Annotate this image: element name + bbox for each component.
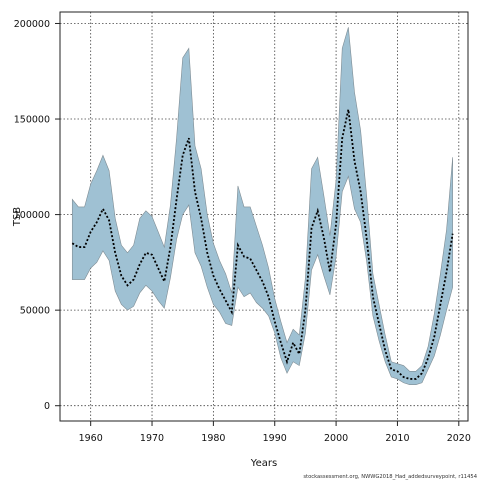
confidence-band-area	[71, 27, 453, 385]
plot-frame	[59, 11, 469, 422]
x-tick-label: 1990	[263, 433, 287, 444]
plot-border	[59, 11, 469, 422]
x-tick-label: 2000	[324, 433, 348, 444]
y-tick-label: 100000	[14, 210, 50, 221]
x-tick-label: 2010	[385, 433, 409, 444]
grid-lines	[60, 12, 468, 421]
y-tick-label: 150000	[14, 115, 50, 126]
x-axis-ticks: 1960 1970 1980 1990 2000 2010 2020	[79, 421, 471, 444]
x-tick-label: 1980	[201, 433, 225, 444]
y-axis-ticks: 0 50000 100000 150000 200000	[14, 19, 60, 412]
confidence-band	[71, 27, 453, 385]
x-tick-label: 1970	[140, 433, 164, 444]
x-axis-label: Years	[250, 458, 277, 469]
y-tick-label: 200000	[14, 19, 50, 30]
estimate-line	[71, 109, 454, 380]
x-tick-label: 2020	[447, 433, 471, 444]
source-footnote: stockassessment.org, NWWG2018_Had_addeds…	[303, 474, 477, 480]
y-tick-label: 0	[44, 401, 50, 412]
x-tick-label: 1960	[79, 433, 103, 444]
y-tick-label: 50000	[20, 306, 50, 317]
estimate-series-line	[71, 109, 454, 380]
y-axis-label: TSB	[12, 207, 23, 227]
